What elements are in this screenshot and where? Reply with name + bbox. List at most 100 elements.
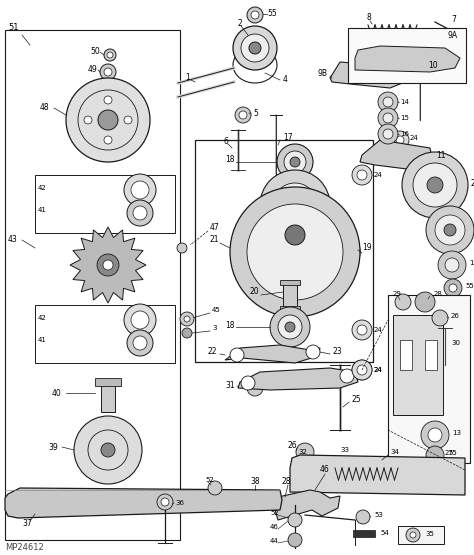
Bar [5, 30, 180, 540]
Text: 13: 13 [469, 260, 474, 266]
Circle shape [260, 170, 330, 240]
Circle shape [435, 215, 465, 245]
Circle shape [415, 292, 435, 312]
Text: 46: 46 [270, 524, 279, 530]
Text: 42: 42 [38, 315, 47, 321]
Text: 20: 20 [250, 287, 260, 296]
Text: 17: 17 [283, 134, 292, 143]
Text: 55: 55 [267, 9, 277, 18]
Text: 42: 42 [38, 185, 47, 191]
Text: 54: 54 [380, 530, 389, 536]
Circle shape [306, 345, 320, 359]
Circle shape [378, 124, 398, 144]
Text: 21: 21 [210, 235, 219, 245]
Circle shape [180, 312, 194, 326]
Text: 9A: 9A [448, 31, 458, 39]
Circle shape [104, 68, 112, 76]
Bar [388, 295, 470, 463]
Circle shape [284, 151, 306, 173]
Bar [35, 305, 175, 363]
Circle shape [288, 533, 302, 547]
Text: 11: 11 [436, 150, 446, 159]
Circle shape [230, 187, 360, 317]
Text: 13: 13 [452, 430, 461, 436]
Text: 18: 18 [225, 155, 235, 164]
Circle shape [445, 258, 459, 272]
Bar [398, 526, 444, 544]
Text: 25: 25 [352, 396, 362, 405]
Circle shape [241, 376, 255, 390]
Text: 32: 32 [298, 449, 307, 455]
Circle shape [247, 7, 263, 23]
Bar [95, 378, 121, 386]
Circle shape [449, 284, 457, 292]
Circle shape [352, 360, 372, 380]
Circle shape [104, 49, 116, 61]
Text: 8: 8 [367, 13, 372, 23]
Text: 1: 1 [185, 73, 190, 83]
Text: 45: 45 [212, 307, 221, 313]
Text: 52: 52 [205, 477, 214, 483]
Circle shape [247, 204, 343, 300]
Bar [400, 340, 412, 370]
Text: 7: 7 [451, 16, 456, 24]
Circle shape [290, 157, 300, 167]
Circle shape [127, 200, 153, 226]
Text: 3: 3 [212, 325, 217, 331]
Text: 34: 34 [390, 449, 399, 455]
Circle shape [100, 64, 116, 80]
Circle shape [296, 443, 314, 461]
Text: 49: 49 [88, 65, 98, 74]
Circle shape [413, 163, 457, 207]
Text: 15: 15 [400, 115, 409, 121]
Circle shape [383, 129, 393, 139]
Bar [195, 140, 373, 362]
Circle shape [230, 348, 244, 362]
Circle shape [340, 369, 354, 383]
Text: 10: 10 [428, 60, 438, 69]
Circle shape [288, 513, 302, 527]
Polygon shape [330, 62, 415, 88]
Polygon shape [238, 368, 358, 390]
Circle shape [270, 307, 310, 347]
Circle shape [356, 510, 370, 524]
Circle shape [357, 365, 367, 375]
Text: 28: 28 [282, 477, 292, 487]
Circle shape [383, 113, 393, 123]
Polygon shape [225, 345, 320, 363]
Text: 30: 30 [451, 340, 460, 346]
Bar [393, 315, 443, 415]
Text: 23: 23 [333, 347, 343, 356]
Polygon shape [360, 140, 432, 170]
Text: 47: 47 [210, 224, 220, 233]
Polygon shape [353, 530, 375, 537]
Circle shape [124, 174, 156, 206]
Circle shape [277, 144, 313, 180]
Circle shape [101, 443, 115, 457]
Circle shape [104, 136, 112, 144]
Circle shape [98, 110, 118, 130]
Text: 41: 41 [38, 207, 47, 213]
Circle shape [177, 243, 187, 253]
Circle shape [251, 11, 259, 19]
Text: 18: 18 [225, 320, 235, 330]
Text: 50: 50 [90, 48, 100, 57]
Text: 24: 24 [410, 135, 419, 141]
Text: 14: 14 [400, 99, 409, 105]
Circle shape [103, 260, 113, 270]
Circle shape [133, 206, 147, 220]
Circle shape [161, 498, 169, 506]
Text: 39: 39 [48, 442, 58, 452]
Text: 19: 19 [362, 244, 372, 253]
Circle shape [182, 328, 192, 338]
Circle shape [444, 224, 456, 236]
Circle shape [357, 365, 367, 375]
Circle shape [127, 330, 153, 356]
Circle shape [285, 225, 305, 245]
Text: 55: 55 [448, 450, 457, 456]
Circle shape [432, 310, 448, 326]
Circle shape [421, 421, 449, 449]
Circle shape [107, 52, 113, 58]
Text: 41: 41 [38, 337, 47, 343]
Text: 24: 24 [374, 327, 383, 333]
